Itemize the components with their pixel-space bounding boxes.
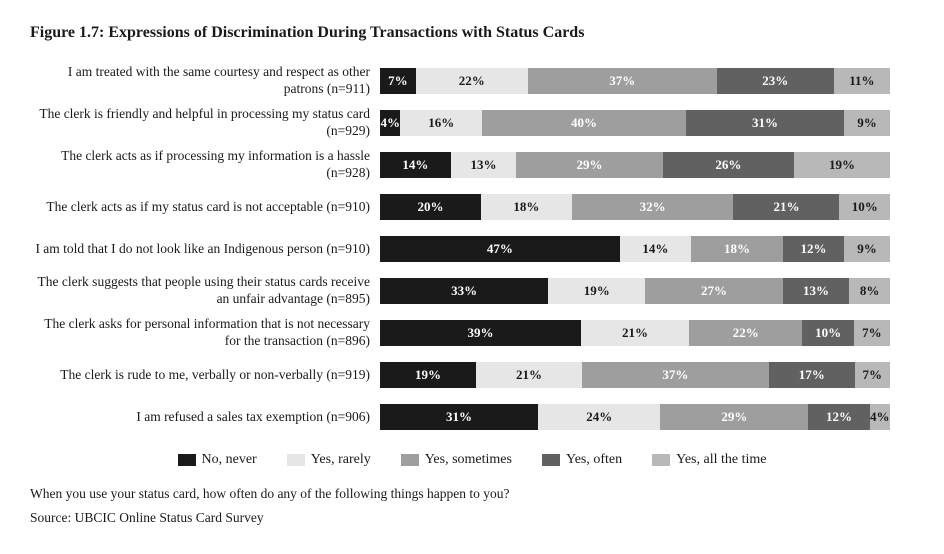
legend-label: No, never: [202, 452, 257, 468]
legend-item: Yes, rarely: [287, 452, 371, 468]
stacked-bar: 19%21%37%17%7%: [380, 362, 890, 388]
chart-note: When you use your status card, how often…: [30, 486, 914, 502]
bar-segment: 37%: [528, 68, 717, 94]
bar-segment: 21%: [733, 194, 839, 220]
row-label: I am refused a sales tax exemption (n=90…: [30, 409, 380, 426]
bar-segment: 22%: [416, 68, 528, 94]
row-label: The clerk suggests that people using the…: [30, 274, 380, 308]
bar-segment: 24%: [538, 404, 660, 430]
bar-segment: 20%: [380, 194, 481, 220]
figure-1-7: Figure 1.7: Expressions of Discriminatio…: [0, 0, 944, 554]
bar-segment: 9%: [844, 236, 890, 262]
legend-swatch: [652, 454, 670, 466]
bar-segment: 22%: [689, 320, 802, 346]
stacked-bar: 4%16%40%31%9%: [380, 110, 890, 136]
legend-label: Yes, often: [566, 452, 622, 468]
bar-segment: 13%: [451, 152, 517, 178]
bar-segment: 16%: [400, 110, 482, 136]
stacked-bar: 14%13%29%26%19%: [380, 152, 890, 178]
row-label: I am treated with the same courtesy and …: [30, 64, 380, 98]
bar-segment: 7%: [380, 68, 416, 94]
bar-segment: 8%: [849, 278, 890, 304]
bar-segment: 10%: [802, 320, 854, 346]
stacked-bar: 20%18%32%21%10%: [380, 194, 890, 220]
chart-row: The clerk asks for personal information …: [30, 316, 914, 350]
bar-segment: 21%: [476, 362, 582, 388]
chart-source: Source: UBCIC Online Status Card Survey: [30, 510, 914, 526]
bar-segment: 19%: [548, 278, 645, 304]
bar-segment: 12%: [783, 236, 844, 262]
bar-segment: 4%: [870, 404, 890, 430]
bar-segment: 32%: [572, 194, 734, 220]
row-label: The clerk is rude to me, verbally or non…: [30, 367, 380, 384]
bar-segment: 31%: [686, 110, 844, 136]
bar-segment: 27%: [645, 278, 783, 304]
legend-swatch: [542, 454, 560, 466]
bar-segment: 11%: [834, 68, 890, 94]
bar-segment: 39%: [380, 320, 581, 346]
bar-segment: 9%: [844, 110, 890, 136]
bar-segment: 7%: [855, 362, 890, 388]
bar-segment: 47%: [380, 236, 620, 262]
bar-segment: 13%: [783, 278, 849, 304]
legend-item: No, never: [178, 452, 257, 468]
chart-row: The clerk acts as if processing my infor…: [30, 148, 914, 182]
bar-segment: 31%: [380, 404, 538, 430]
row-label: The clerk is friendly and helpful in pro…: [30, 106, 380, 140]
chart-row: I am told that I do not look like an Ind…: [30, 232, 914, 266]
chart-row: I am treated with the same courtesy and …: [30, 64, 914, 98]
stacked-bar: 31%24%29%12%4%: [380, 404, 890, 430]
legend-swatch: [178, 454, 196, 466]
chart-row: The clerk suggests that people using the…: [30, 274, 914, 308]
stacked-bar: 39%21%22%10%7%: [380, 320, 890, 346]
chart-title: Figure 1.7: Expressions of Discriminatio…: [30, 24, 914, 42]
bar-segment: 14%: [380, 152, 451, 178]
chart-row: The clerk is rude to me, verbally or non…: [30, 358, 914, 392]
bar-segment: 7%: [854, 320, 890, 346]
stacked-bar: 33%19%27%13%8%: [380, 278, 890, 304]
bar-segment: 29%: [660, 404, 808, 430]
row-label: The clerk asks for personal information …: [30, 316, 380, 350]
chart-row: The clerk is friendly and helpful in pro…: [30, 106, 914, 140]
bar-segment: 19%: [380, 362, 476, 388]
legend-label: Yes, all the time: [676, 452, 766, 468]
bar-segment: 29%: [516, 152, 662, 178]
bar-segment: 21%: [581, 320, 689, 346]
legend-swatch: [287, 454, 305, 466]
bar-segment: 33%: [380, 278, 548, 304]
bar-segment: 18%: [691, 236, 783, 262]
legend-item: Yes, all the time: [652, 452, 766, 468]
chart-row: The clerk acts as if my status card is n…: [30, 190, 914, 224]
bar-segment: 37%: [582, 362, 769, 388]
row-label: The clerk acts as if processing my infor…: [30, 148, 380, 182]
bar-segment: 12%: [808, 404, 869, 430]
stacked-bar: 47%14%18%12%9%: [380, 236, 890, 262]
legend-item: Yes, sometimes: [401, 452, 512, 468]
row-label: The clerk acts as if my status card is n…: [30, 199, 380, 216]
stacked-bar: 7%22%37%23%11%: [380, 68, 890, 94]
bar-segment: 40%: [482, 110, 686, 136]
bar-segment: 19%: [794, 152, 890, 178]
legend-label: Yes, sometimes: [425, 452, 512, 468]
legend-swatch: [401, 454, 419, 466]
bar-segment: 17%: [769, 362, 855, 388]
bar-segment: 23%: [717, 68, 834, 94]
bar-segment: 18%: [481, 194, 572, 220]
bar-segment: 10%: [839, 194, 889, 220]
bar-segment: 26%: [663, 152, 794, 178]
chart-legend: No, never Yes, rarely Yes, sometimes Yes, o…: [30, 452, 914, 468]
legend-item: Yes, often: [542, 452, 622, 468]
chart-row: I am refused a sales tax exemption (n=90…: [30, 400, 914, 434]
bar-segment: 4%: [380, 110, 400, 136]
chart-rows: I am treated with the same courtesy and …: [30, 64, 914, 434]
legend-label: Yes, rarely: [311, 452, 371, 468]
bar-segment: 14%: [620, 236, 691, 262]
row-label: I am told that I do not look like an Ind…: [30, 241, 380, 258]
